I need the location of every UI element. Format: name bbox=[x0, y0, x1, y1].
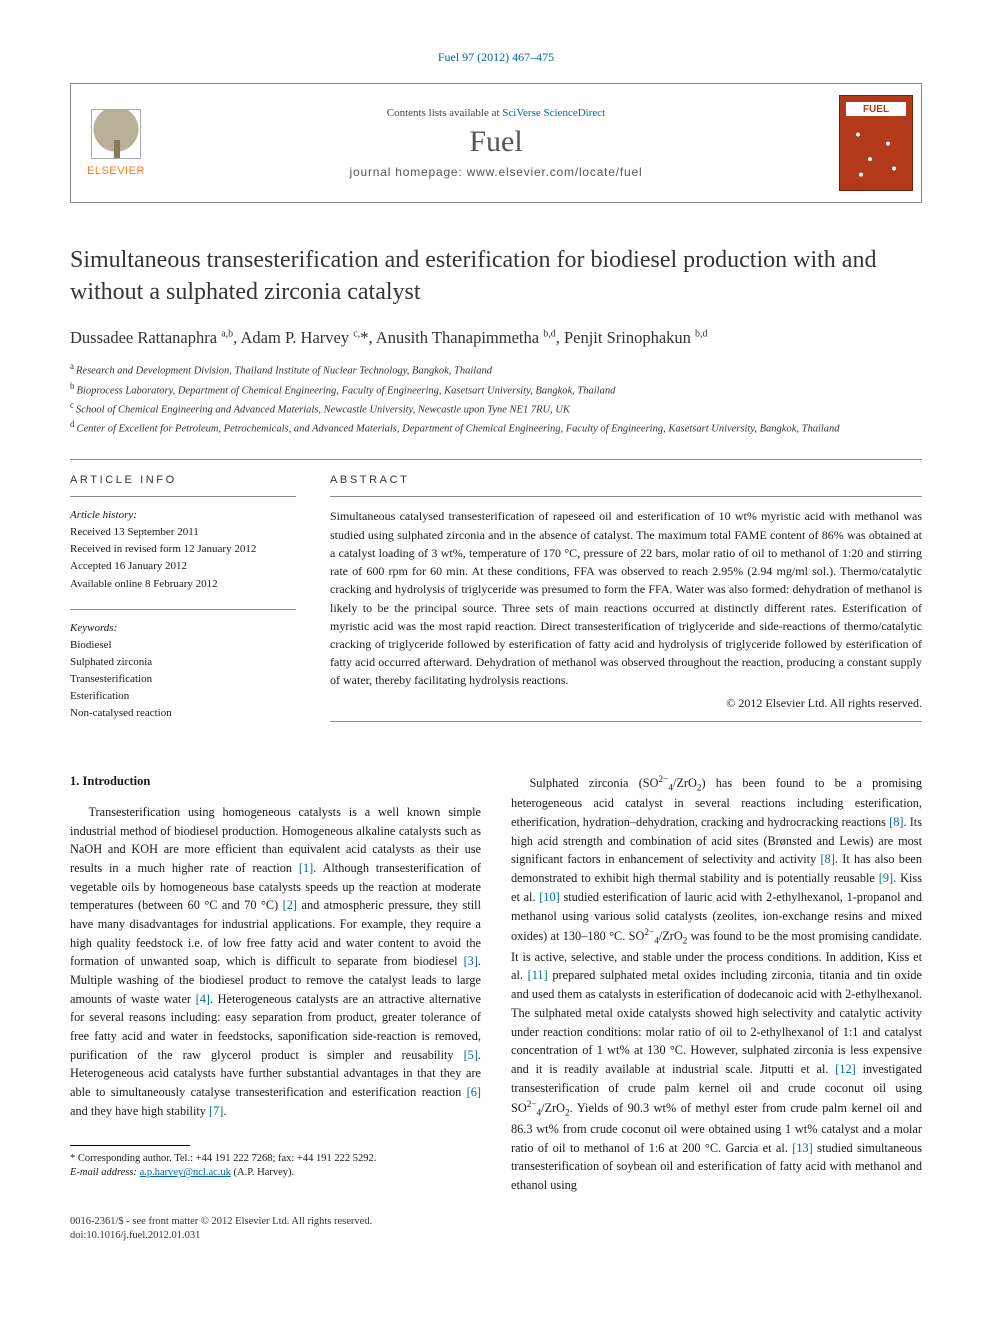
history-label: Article history: bbox=[70, 507, 296, 524]
divider bbox=[70, 459, 922, 460]
affiliation-a: aResearch and Development Division, Thai… bbox=[70, 360, 922, 379]
keyword: Esterification bbox=[70, 688, 296, 705]
affiliation-d: dCenter of Excellent for Petroleum, Petr… bbox=[70, 418, 922, 437]
contents-available-line: Contents lists available at SciVerse Sci… bbox=[161, 107, 831, 119]
corr-email-link[interactable]: a.p.harvey@ncl.ac.uk bbox=[140, 1167, 231, 1178]
article-info-heading: ARTICLE INFO bbox=[70, 474, 296, 486]
publisher-name: ELSEVIER bbox=[87, 165, 145, 177]
email-label: E-mail address: bbox=[70, 1167, 137, 1178]
journal-cover-thumb: FUEL bbox=[831, 84, 921, 202]
cover-title: FUEL bbox=[846, 102, 906, 116]
body-paragraph: Sulphated zirconia (SO2−4/ZrO2) has been… bbox=[511, 772, 922, 1195]
abstract-copyright: © 2012 Elsevier Ltd. All rights reserved… bbox=[330, 696, 922, 711]
footnote-separator bbox=[70, 1145, 190, 1146]
keywords-block: Keywords: Biodiesel Sulphated zirconia T… bbox=[70, 620, 296, 722]
sciencedirect-link[interactable]: SciVerse ScienceDirect bbox=[502, 107, 605, 119]
divider bbox=[330, 496, 922, 497]
section-heading: 1. Introduction bbox=[70, 772, 481, 791]
affiliation-b: bBioprocess Laboratory, Department of Ch… bbox=[70, 380, 922, 399]
article-title: Simultaneous transesterification and est… bbox=[70, 245, 922, 308]
issn-line: 0016-2361/$ - see front matter © 2012 El… bbox=[70, 1215, 922, 1230]
body-paragraph: Transesterification using homogeneous ca… bbox=[70, 803, 481, 1121]
cover-art-icon bbox=[846, 122, 906, 184]
divider bbox=[330, 721, 922, 722]
affiliations: aResearch and Development Division, Thai… bbox=[70, 360, 922, 437]
divider bbox=[70, 609, 296, 610]
history-item: Accepted 16 January 2012 bbox=[70, 558, 296, 575]
journal-name: Fuel bbox=[161, 125, 831, 159]
abstract-heading: ABSTRACT bbox=[330, 474, 922, 486]
keyword: Biodiesel bbox=[70, 637, 296, 654]
author-list: Dussadee Rattanaphra a,b, Adam P. Harvey… bbox=[70, 328, 922, 348]
affiliation-c: cSchool of Chemical Engineering and Adva… bbox=[70, 399, 922, 418]
publisher-logo: ELSEVIER bbox=[71, 84, 161, 202]
keywords-label: Keywords: bbox=[70, 620, 296, 637]
elsevier-tree-icon bbox=[91, 109, 141, 159]
history-item: Available online 8 February 2012 bbox=[70, 576, 296, 593]
keyword: Non-catalysed reaction bbox=[70, 705, 296, 722]
journal-homepage[interactable]: journal homepage: www.elsevier.com/locat… bbox=[161, 165, 831, 179]
corr-author-line: * Corresponding author. Tel.: +44 191 22… bbox=[70, 1152, 481, 1167]
abstract-text: Simultaneous catalysed transesterificati… bbox=[330, 507, 922, 689]
history-item: Received 13 September 2011 bbox=[70, 524, 296, 541]
history-item: Received in revised form 12 January 2012 bbox=[70, 541, 296, 558]
header-citation: Fuel 97 (2012) 467–475 bbox=[70, 50, 922, 65]
divider bbox=[70, 496, 296, 497]
journal-masthead: ELSEVIER Contents lists available at Sci… bbox=[70, 83, 922, 203]
keyword: Transesterification bbox=[70, 671, 296, 688]
contents-prefix: Contents lists available at bbox=[387, 107, 502, 119]
body-two-columns: 1. Introduction Transesterification usin… bbox=[70, 772, 922, 1195]
keyword: Sulphated zirconia bbox=[70, 654, 296, 671]
article-history: Article history: Received 13 September 2… bbox=[70, 507, 296, 592]
doi-line: doi:10.1016/j.fuel.2012.01.031 bbox=[70, 1229, 922, 1244]
corresponding-author-footnote: * Corresponding author. Tel.: +44 191 22… bbox=[70, 1152, 481, 1181]
page-footer: 0016-2361/$ - see front matter © 2012 El… bbox=[70, 1215, 922, 1244]
corr-email-person: (A.P. Harvey). bbox=[234, 1167, 295, 1178]
